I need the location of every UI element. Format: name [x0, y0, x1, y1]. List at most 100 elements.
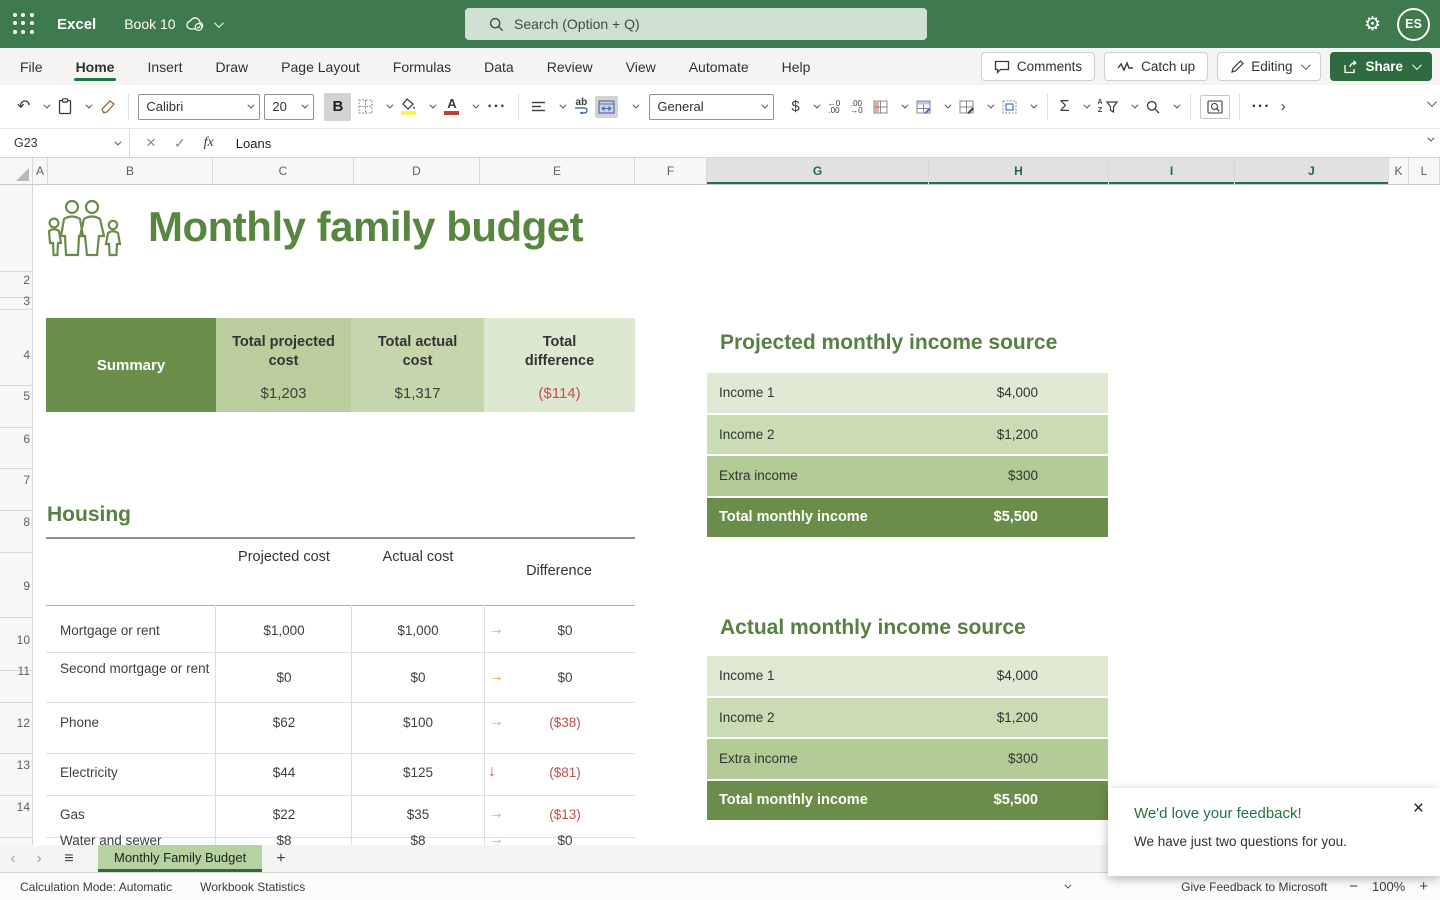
wrap-text-button[interactable]: ab	[571, 95, 591, 118]
sort-filter-button[interactable]: AZ	[1095, 95, 1139, 119]
column-header-l[interactable]: L	[1409, 158, 1440, 184]
column-header-i[interactable]: I	[1109, 158, 1235, 184]
borders-button[interactable]	[355, 95, 394, 118]
undo-button[interactable]: ↶	[14, 95, 51, 119]
tab-data[interactable]: Data	[484, 51, 514, 83]
all-sheets-menu-icon[interactable]: ≡	[52, 850, 86, 868]
income-total-row[interactable]: Total monthly income$5,500	[707, 498, 1108, 540]
alignment-button[interactable]	[528, 96, 567, 117]
tab-formulas[interactable]: Formulas	[393, 51, 451, 83]
income-row[interactable]: Extra income$300	[707, 456, 1108, 498]
bold-button[interactable]: B	[324, 93, 351, 121]
column-header-h[interactable]: H	[929, 158, 1109, 184]
tab-review[interactable]: Review	[547, 51, 593, 83]
font-size-select[interactable]: 20	[264, 94, 314, 120]
housing-actual-value[interactable]: $125	[358, 765, 478, 780]
housing-diff-value[interactable]: ($81)	[520, 765, 610, 780]
insert-cells-button[interactable]	[999, 96, 1038, 118]
tab-file[interactable]: File	[20, 51, 43, 83]
housing-actual-value[interactable]: $0	[358, 670, 478, 685]
conditional-formatting-button[interactable]	[870, 96, 909, 118]
name-box[interactable]: G23	[0, 129, 130, 157]
font-color-button[interactable]: A	[441, 94, 480, 119]
editing-mode-button[interactable]: Editing	[1217, 52, 1321, 81]
document-title[interactable]: Monthly family budget	[148, 203, 583, 251]
summary-table[interactable]: Summary Total projected cost $1,203 Tota…	[46, 318, 635, 412]
housing-projected-value[interactable]: $44	[224, 765, 344, 780]
column-header-c[interactable]: C	[213, 158, 354, 184]
autosum-button[interactable]: Σ	[1057, 95, 1091, 119]
merge-options-chevron-icon[interactable]	[633, 102, 640, 109]
column-header-f[interactable]: F	[635, 158, 707, 184]
workbook-menu-chevron-icon[interactable]	[214, 18, 224, 28]
close-icon[interactable]: ×	[1413, 798, 1424, 820]
analyze-data-button[interactable]	[1200, 95, 1230, 119]
formula-bar-expand-chevron-icon[interactable]	[1427, 135, 1434, 142]
sheet-tab[interactable]: Monthly Family Budget	[98, 845, 262, 872]
housing-projected-value[interactable]: $62	[224, 715, 344, 730]
housing-projected-value[interactable]: $1,000	[224, 623, 344, 638]
catch-up-button[interactable]: Catch up	[1104, 52, 1208, 81]
housing-actual-value[interactable]: $100	[358, 715, 478, 730]
housing-col-difference[interactable]: Difference	[498, 562, 620, 581]
summary-actual-cell[interactable]: Total actual cost $1,317	[351, 318, 484, 412]
share-button[interactable]: Share	[1330, 52, 1432, 81]
fill-color-button[interactable]	[398, 94, 437, 119]
housing-col-actual[interactable]: Actual cost	[368, 548, 468, 567]
currency-format-button[interactable]: $	[788, 95, 820, 119]
projected-income-heading[interactable]: Projected monthly income source	[720, 331, 1057, 355]
formula-cancel-icon[interactable]: ×	[146, 133, 156, 153]
status-chevron-icon[interactable]	[1065, 882, 1072, 889]
housing-actual-value[interactable]: $1,000	[358, 623, 478, 638]
column-header-e[interactable]: E	[480, 158, 635, 184]
tab-home[interactable]: Home	[76, 51, 115, 83]
workbook-name[interactable]: Book 10	[124, 16, 175, 32]
housing-diff-value[interactable]: $0	[520, 670, 610, 685]
tab-help[interactable]: Help	[782, 51, 811, 83]
column-header-k[interactable]: K	[1389, 158, 1409, 184]
decrease-decimal-button[interactable]: .00→0	[847, 96, 865, 118]
paste-button[interactable]	[55, 94, 93, 119]
housing-section-heading[interactable]: Housing	[47, 503, 131, 527]
merge-cells-button[interactable]	[595, 96, 618, 118]
housing-actual-value[interactable]: $35	[358, 807, 478, 822]
actual-income-table[interactable]: Income 1$4,000 Income 2$1,200 Extra inco…	[707, 656, 1108, 822]
housing-row-label[interactable]: Water and sewer	[60, 833, 210, 845]
zoom-out-button[interactable]: −	[1349, 878, 1358, 895]
summary-projected-cell[interactable]: Total projected cost $1,203	[216, 318, 351, 412]
housing-row-label[interactable]: Phone	[60, 715, 210, 730]
column-header-a[interactable]: A	[33, 158, 48, 184]
housing-actual-value[interactable]: $8	[358, 833, 478, 845]
tab-view[interactable]: View	[626, 51, 656, 83]
tab-draw[interactable]: Draw	[215, 51, 248, 83]
projected-income-table[interactable]: Income 1$4,000 Income 2$1,200 Extra inco…	[707, 373, 1108, 539]
tab-insert[interactable]: Insert	[147, 51, 182, 83]
tab-automate[interactable]: Automate	[689, 51, 749, 83]
column-header-b[interactable]: B	[48, 158, 213, 184]
zoom-level[interactable]: 100%	[1372, 879, 1405, 894]
housing-row-label[interactable]: Gas	[60, 807, 210, 822]
format-painter-button[interactable]	[97, 95, 119, 119]
summary-difference-cell[interactable]: Total difference ($114)	[484, 318, 635, 412]
income-row[interactable]: Income 1$4,000	[707, 373, 1108, 415]
housing-diff-value[interactable]: $0	[520, 623, 610, 638]
income-row[interactable]: Extra income$300	[707, 739, 1108, 781]
search-input[interactable]	[514, 16, 894, 32]
housing-projected-value[interactable]: $8	[224, 833, 344, 845]
housing-projected-value[interactable]: $22	[224, 807, 344, 822]
workbook-statistics[interactable]: Workbook Statistics	[186, 880, 319, 894]
next-sheet-icon[interactable]: ›	[26, 850, 52, 868]
app-launcher-icon[interactable]	[13, 13, 35, 35]
formula-confirm-icon[interactable]: ✓	[174, 135, 186, 152]
ribbon-overflow-button[interactable]: ···	[1249, 94, 1274, 120]
income-total-row[interactable]: Total monthly income$5,500	[707, 781, 1108, 823]
add-sheet-icon[interactable]: +	[276, 850, 285, 868]
settings-gear-icon[interactable]: ⚙	[1364, 13, 1381, 36]
calc-mode-status[interactable]: Calculation Mode: Automatic	[0, 880, 186, 894]
prev-sheet-icon[interactable]: ‹	[0, 850, 26, 868]
zoom-in-button[interactable]: +	[1419, 878, 1428, 895]
income-row[interactable]: Income 2$1,200	[707, 698, 1108, 740]
account-avatar[interactable]: ES	[1397, 8, 1430, 41]
actual-income-heading[interactable]: Actual monthly income source	[720, 616, 1026, 640]
spreadsheet-grid[interactable]: 2 3 4 5 6 7 8 9 10 11 12 13 14	[0, 185, 1440, 845]
